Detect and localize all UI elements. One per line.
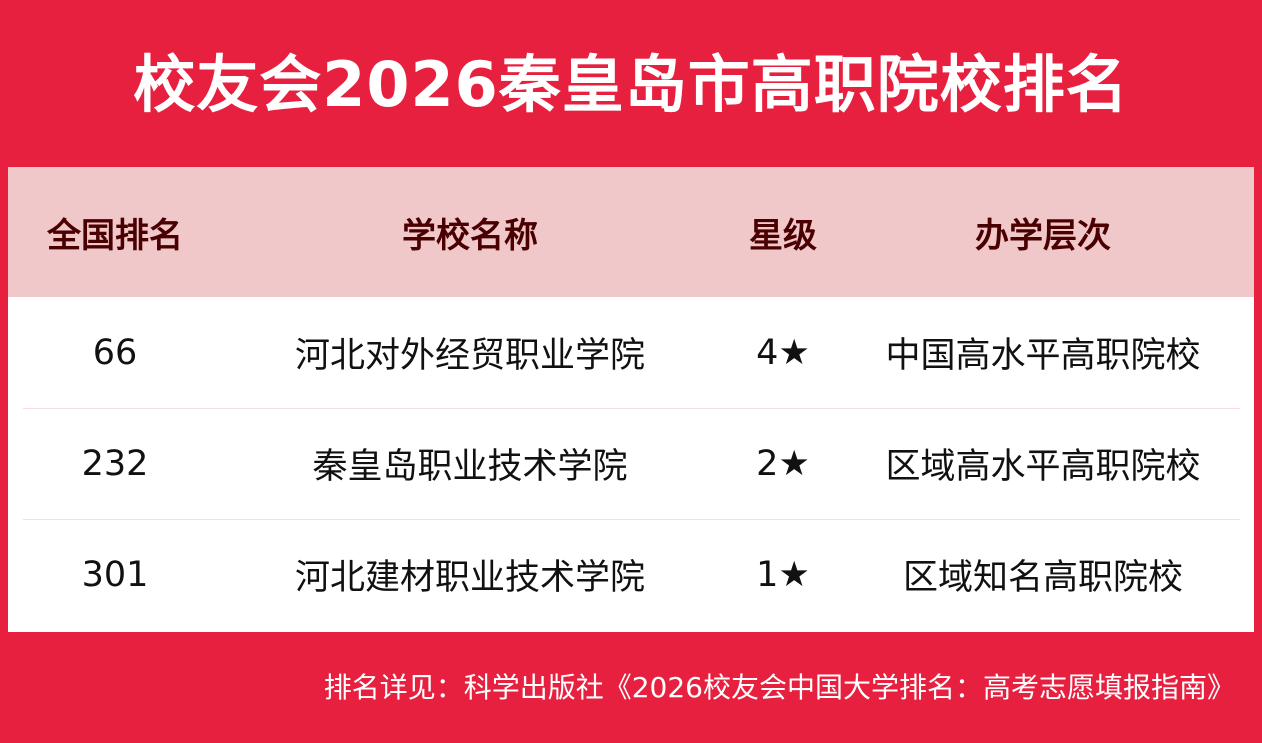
ranking-table: 全国排名 学校名称 星级 办学层次 66 河北对外经贸职业学院 4★ 中国高水平… xyxy=(8,167,1254,632)
page-title: 校友会2026秦皇岛市高职院校排名 xyxy=(133,48,1129,121)
rank-cell: 66 xyxy=(92,332,138,373)
table-row: 232 秦皇岛职业技术学院 2★ 区域高水平高职院校 xyxy=(8,408,1254,519)
header-stars: 星级 xyxy=(749,215,817,256)
stars-cell: 2★ xyxy=(756,443,810,484)
stars-cell: 4★ xyxy=(756,332,810,373)
level-cell: 中国高水平高职院校 xyxy=(885,336,1201,376)
header-level: 办学层次 xyxy=(975,215,1111,256)
table-row: 66 河北对外经贸职业学院 4★ 中国高水平高职院校 xyxy=(8,297,1254,408)
header-school-name: 学校名称 xyxy=(402,215,538,256)
stars-cell: 1★ xyxy=(756,554,810,595)
rank-cell: 301 xyxy=(81,554,149,595)
level-cell: 区域高水平高职院校 xyxy=(885,447,1201,487)
school-name-cell: 河北对外经贸职业学院 xyxy=(294,336,645,376)
school-name-cell: 河北建材职业技术学院 xyxy=(294,558,645,598)
source-note: 排名详见：科学出版社《2026校友会中国大学排名：高考志愿填报指南》 xyxy=(323,671,1235,704)
table-header: 全国排名 学校名称 星级 办学层次 xyxy=(8,167,1254,297)
level-cell: 区域知名高职院校 xyxy=(902,558,1183,598)
header-rank: 全国排名 xyxy=(47,215,183,256)
rank-cell: 232 xyxy=(81,443,149,484)
table-row: 301 河北建材职业技术学院 1★ 区域知名高职院校 xyxy=(8,519,1254,630)
school-name-cell: 秦皇岛职业技术学院 xyxy=(312,447,628,487)
